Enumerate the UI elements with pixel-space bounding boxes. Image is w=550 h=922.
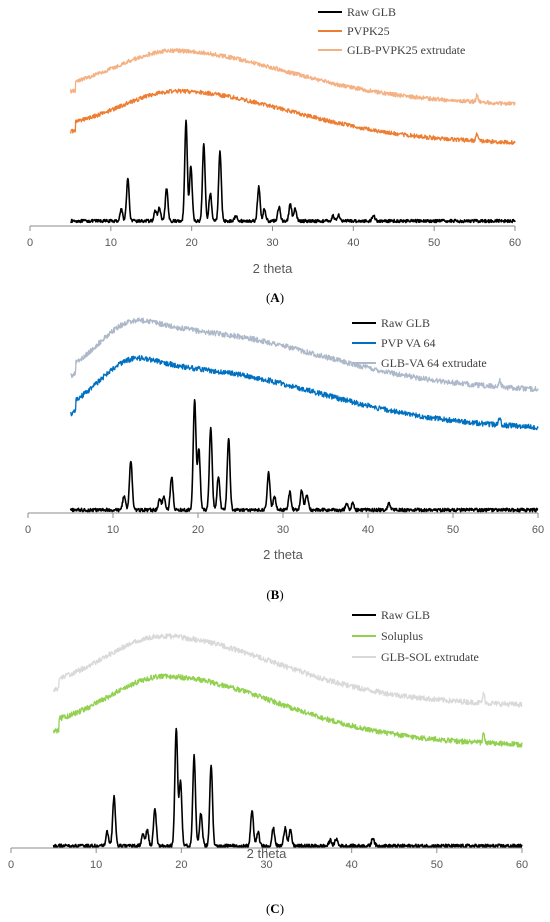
chart-c-svg: 0 10 20 30 40 50 60 2 theta Raw GLB Soluplus GLB-S… — [8, 608, 528, 871]
x-tick-label: 30 — [266, 237, 278, 249]
x-tick-label: 0 — [8, 859, 14, 871]
series-line-glb-pvpk25-extrudate — [69, 48, 516, 106]
legend-label: Raw GLB — [381, 316, 430, 330]
x-tick-label: 10 — [105, 237, 117, 249]
chart-a-svg: 0 10 20 30 40 50 60 2 theta Raw GLB PVPK25 GLB-PVP… — [27, 5, 521, 276]
x-tick-label: 20 — [175, 859, 187, 871]
panel-letter-a: A — [270, 290, 280, 305]
chart-panel-a: 0 10 20 30 40 50 60 2 theta Raw GLB PVPK25 GLB-PVP… — [0, 0, 550, 310]
legend-label: Soluplus — [381, 629, 423, 643]
panel-letter-c: C — [270, 901, 280, 916]
legend-label: GLB-SOL extrudate — [381, 650, 479, 664]
x-tick-label: 30 — [277, 524, 289, 536]
series-line-soluplus — [52, 673, 523, 748]
legend-label: Raw GLB — [347, 5, 396, 19]
x-tick-label: 60 — [516, 859, 528, 871]
legend-label: GLB-VA 64 extrudate — [381, 356, 487, 370]
x-tick-label: 20 — [192, 524, 204, 536]
panel-letter-b: B — [270, 587, 280, 602]
x-tick-label: 0 — [25, 524, 31, 536]
legend-label: PVP VA 64 — [381, 336, 435, 350]
chart-panel-b: 0 10 20 30 40 50 60 2 theta Raw GLB PVP VA 64 GLB-… — [0, 310, 550, 605]
x-tick-label: 60 — [532, 524, 544, 536]
chart-b-svg: 0 10 20 30 40 50 60 2 theta Raw GLB PVP VA 64 GLB-… — [25, 316, 544, 562]
series-line-pvpk25 — [69, 88, 516, 146]
panel-label-b: (B) — [266, 587, 284, 602]
x-tick-label: 20 — [186, 237, 198, 249]
panel-label-a: (A) — [265, 290, 285, 305]
series-line-raw-glb — [70, 119, 516, 224]
x-tick-label: 40 — [346, 859, 358, 871]
series-line-raw-glb — [52, 727, 523, 849]
x-tick-label: 50 — [431, 859, 443, 871]
x-tick-label: 10 — [90, 859, 102, 871]
legend-label: GLB-PVPK25 extrudate — [347, 43, 465, 57]
legend-label: Raw GLB — [381, 608, 430, 622]
panel-label-c: (C) — [265, 901, 285, 916]
x-tick-label: 50 — [428, 237, 440, 249]
x-axis-label: 2 theta — [247, 846, 288, 861]
series-line-raw-glb — [69, 399, 539, 513]
x-tick-label: 50 — [447, 524, 459, 536]
x-tick-label: 30 — [260, 859, 272, 871]
x-axis-label: 2 theta — [263, 547, 304, 562]
x-tick-label: 40 — [362, 524, 374, 536]
x-axis-label: 2 theta — [253, 261, 294, 276]
series-line-pvp-va-64 — [69, 355, 539, 431]
x-tick-label: 0 — [27, 237, 33, 249]
legend-label: PVPK25 — [347, 24, 390, 38]
x-tick-label: 60 — [509, 237, 521, 249]
chart-panel-c: 0 10 20 30 40 50 60 2 theta Raw GLB Soluplus GLB-S… — [0, 605, 550, 922]
x-tick-label: 40 — [347, 237, 359, 249]
series-line-glb-va-64-extrudate — [70, 317, 539, 393]
series-line-glb-sol-extrudate — [52, 633, 523, 708]
x-tick-label: 10 — [107, 524, 119, 536]
